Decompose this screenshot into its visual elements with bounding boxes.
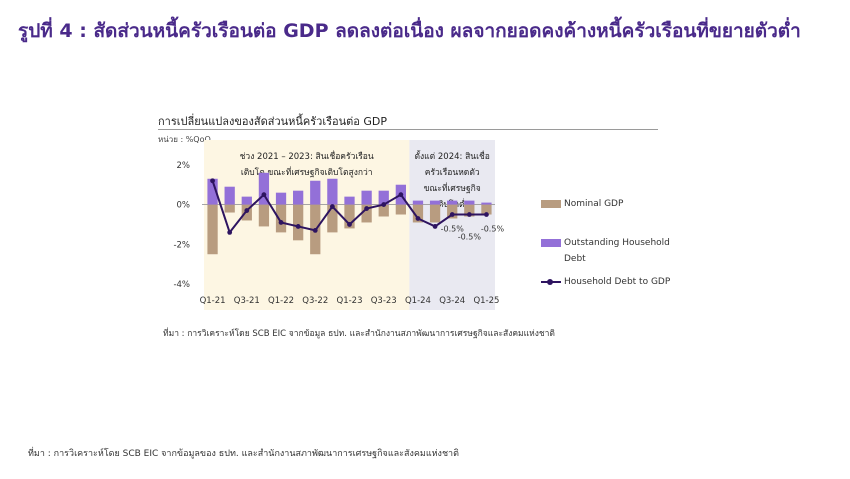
x-tick-label: Q3-22 [302,296,328,306]
legend-label-household-debt: Outstanding Household Debt [564,238,670,264]
bar-household-debt [378,190,389,205]
bar-household-debt [258,172,270,205]
bar-nominal-gdp [395,204,406,215]
point-debt-to-gdp [210,178,215,184]
point-debt-to-gdp [449,212,455,217]
bar-household-debt [481,202,492,205]
data-label: -0.5% [458,233,482,242]
chart-source-note: ที่มา : การวิเคราะห์โดย SCB EIC จากข้อมู… [163,329,555,339]
bar-household-debt [327,178,338,205]
bar-nominal-gdp [207,204,218,255]
data-label: -0.5% [441,225,465,234]
point-debt-to-gdp [364,206,370,211]
point-debt-to-gdp [329,204,335,209]
point-debt-to-gdp [244,208,250,213]
bar-household-debt [293,190,304,205]
bar-household-debt [361,190,372,205]
bar-nominal-gdp [429,204,441,223]
x-tick-label: Q1-21 [200,296,226,306]
point-debt-to-gdp [484,212,489,217]
bar-nominal-gdp [275,204,287,233]
point-debt-to-gdp [398,192,404,198]
figure-title: รูปที่ 4 : สัดส่วนหนี้ครัวเรือนต่อ GDP ล… [18,20,801,42]
shaded-period-2-label: ตั้งแต่ 2024: สินเชื่อ [415,150,490,162]
bar-household-debt [241,196,252,205]
bar-household-debt [344,196,355,205]
bar-nominal-gdp [293,204,304,241]
shaded-period-2 [409,140,495,310]
x-tick-label: Q3-24 [439,296,465,306]
legend-marker-debt-to-gdp [547,279,553,285]
bar-household-debt [412,200,424,205]
bar-household-debt [207,178,218,205]
shaded-period-2-label: ขณะที่เศรษฐกิจ [424,182,481,194]
household-debt-chart: ช่วง 2021 – 2023: สินเชื่อครัวเรือนเติบโ… [173,140,505,310]
x-tick-label: Q3-21 [234,296,260,306]
point-debt-to-gdp [347,222,352,227]
x-tick-label: Q3-23 [371,296,397,306]
y-tick-label: -4% [173,280,190,290]
bar-nominal-gdp [327,204,338,233]
point-debt-to-gdp [381,202,387,207]
y-tick-label: -2% [173,240,190,250]
point-debt-to-gdp [415,216,421,221]
point-debt-to-gdp [432,224,438,229]
bar-household-debt [224,186,235,205]
title-divider [158,129,658,130]
y-tick-label: 0% [177,201,191,211]
legend-swatch-household-debt [541,239,561,247]
shaded-period-2-label: ครัวเรือนหดตัว [425,167,480,178]
page-source-note: ที่มา : การวิเคราะห์โดย SCB EIC จากข้อมู… [28,449,459,459]
x-tick-label: Q1-23 [337,296,363,306]
point-debt-to-gdp [261,192,267,198]
bar-nominal-gdp [447,204,458,219]
bar-nominal-gdp [258,204,270,227]
shaded-period-1 [204,140,410,310]
bar-household-debt [310,180,321,205]
point-debt-to-gdp [312,228,318,233]
bar-nominal-gdp [361,204,372,223]
bar-nominal-gdp [412,204,424,223]
bar-household-debt [464,200,475,205]
bar-nominal-gdp [378,204,389,217]
legend-label-debt-to-gdp: Household Debt to GDP [564,277,671,287]
y-tick-label: 2% [177,161,191,171]
bar-nominal-gdp [464,204,475,217]
legend-swatch-nominal-gdp [541,200,561,208]
bar-household-debt [275,192,287,205]
bar-household-debt [447,200,458,205]
point-debt-to-gdp [227,229,233,235]
chart-title: การเปลี่ยนแปลงของสัดส่วนหนี้ครัวเรือนต่อ… [158,115,388,128]
bar-nominal-gdp [224,204,235,213]
bar-nominal-gdp [344,204,355,229]
point-debt-to-gdp [278,220,284,225]
x-tick-label: Q1-24 [405,296,431,306]
unit-label: หน่วย : %QoQ [158,135,211,144]
x-tick-label: Q1-22 [268,296,294,306]
point-debt-to-gdp [295,224,301,229]
bar-nominal-gdp [481,204,492,215]
bar-household-debt [429,200,441,205]
legend-label-nominal-gdp: Nominal GDP [564,199,624,209]
point-debt-to-gdp [466,212,472,217]
data-label: -0.5% [481,225,505,234]
x-tick-label: Q1-25 [473,296,499,306]
shaded-period-1-label: เติบโต ขณะที่เศรษฐกิจเติบโตสูงกว่า [241,166,373,178]
shaded-period-1-label: ช่วง 2021 – 2023: สินเชื่อครัวเรือน [240,150,374,162]
